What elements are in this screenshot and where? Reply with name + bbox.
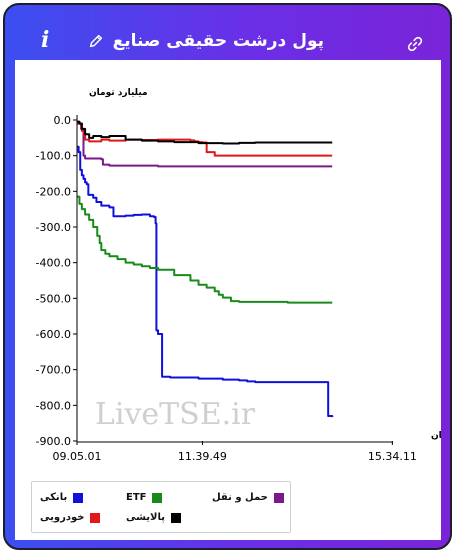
legend-label: ETF [126, 492, 147, 503]
series-line-3 [77, 122, 333, 157]
legend-item-khodroyi[interactable]: خودرویی [40, 512, 101, 523]
header: i پول درشت حقیقی صنایع [5, 5, 450, 61]
legend-swatch [73, 492, 84, 503]
legend-item-haml-o-naghl[interactable]: حمل و نقل [212, 492, 284, 503]
y-tick-label: -100.0 [36, 150, 71, 163]
legend-item-etf[interactable]: ETF [126, 492, 163, 503]
app-card: i پول درشت حقیقی صنایع میلیارد تومان زما… [3, 3, 452, 550]
y-axis-title: میلیارد تومان [89, 88, 148, 98]
title-group: پول درشت حقیقی صنایع [87, 31, 324, 51]
y-tick-label: -200.0 [36, 185, 71, 198]
info-icon[interactable]: i [41, 27, 50, 53]
legend-label: پالایشی [126, 512, 166, 523]
legend-item-palayeshi[interactable]: پالایشی [126, 512, 182, 523]
series-line-1 [77, 195, 333, 304]
x-tick-label: 09.05.01 [53, 450, 102, 463]
legend-swatch [152, 492, 163, 503]
legend-label: خودرویی [40, 512, 85, 523]
legend-swatch [273, 492, 284, 503]
legend-swatch [90, 512, 101, 523]
line-chart: میلیارد تومان زمان LiveTSE.ir 0.0 -100.0 -… [36, 88, 441, 463]
legend-swatch [171, 512, 182, 523]
legend-label: بانکی [40, 492, 68, 503]
watermark: LiveTSE.ir [95, 397, 256, 432]
y-tick-label: -400.0 [36, 257, 71, 270]
y-tick-label: -600.0 [36, 328, 71, 341]
x-tick-label: 15.34.11 [368, 450, 417, 463]
edit-pencil-icon[interactable] [87, 32, 105, 50]
link-icon[interactable] [406, 35, 424, 53]
series-line-4 [77, 120, 333, 145]
page-title: پول درشت حقیقی صنایع [112, 31, 324, 51]
legend-label: حمل و نقل [212, 492, 268, 503]
y-tick-label: -300.0 [36, 221, 71, 234]
y-tick-label: -700.0 [36, 364, 71, 377]
y-tick-label: 0.0 [54, 114, 72, 127]
x-axis-title: زمان [431, 431, 441, 441]
series-line-0 [77, 145, 334, 418]
x-tick-label: 11.39.49 [178, 450, 227, 463]
chart-panel: میلیارد تومان زمان LiveTSE.ir 0.0 -100.0 -… [15, 60, 441, 540]
legend-item-banki[interactable]: بانکی [40, 492, 84, 503]
chart-legend: بانکی ETF حمل و نقل خودرویی پالایشی [31, 481, 291, 533]
y-tick-label: -800.0 [36, 399, 71, 412]
y-tick-label: -500.0 [36, 292, 71, 305]
y-tick-label: -900.0 [36, 435, 71, 448]
